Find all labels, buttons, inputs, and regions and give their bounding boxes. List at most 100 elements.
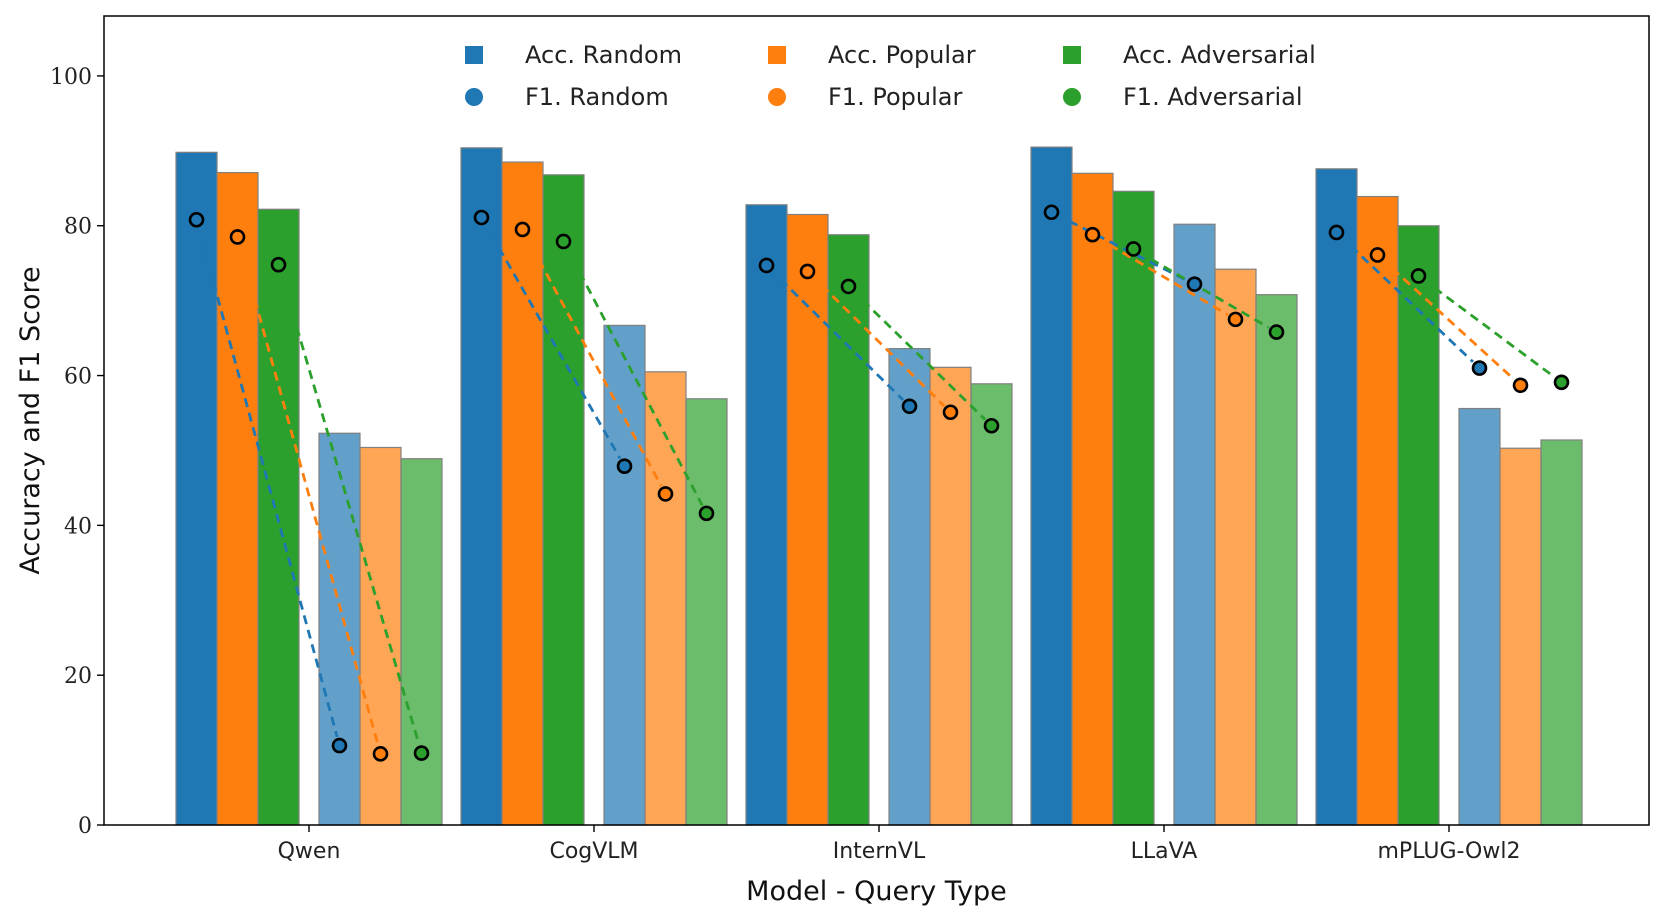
x-axis: Qwen CogVLM InternVL LLaVA mPLUG-Owl2 — [278, 825, 1521, 864]
bar-acc-popular-qwen — [216, 171, 259, 826]
f1-point-f1-random-llava — [1043, 204, 1060, 221]
f1-line-f1-random-qwen — [200, 238, 339, 738]
f1-line-f1-random-cogvlm — [490, 234, 622, 460]
f1-line-f1-popular-internvl — [820, 284, 946, 407]
f1-point-alt-f1-adversarial-qwen — [413, 745, 430, 761]
bar-acc-random-internvl — [745, 204, 788, 826]
bar-alt-acc-adversarial-cogvlm — [685, 398, 728, 826]
x-tick-label-internvl: InternVL — [833, 839, 926, 864]
x-tick-label-cogvlm: CogVLM — [549, 839, 638, 864]
bar-alt-acc-random-internvl — [888, 347, 931, 826]
f1-point-f1-adversarial-mplug-owl2 — [1410, 268, 1427, 284]
f1-point-f1-adversarial-llava — [1125, 241, 1142, 257]
bar-acc-popular-cogvlm — [501, 161, 544, 826]
f1-point-alt-f1-random-internvl — [901, 398, 918, 415]
f1-point-alt-f1-adversarial-mplug-owl2 — [1553, 374, 1570, 391]
legend-label-f1-random: F1. Random — [525, 83, 669, 111]
bar-acc-adversarial-internvl — [827, 234, 870, 826]
f1-point-alt-f1-popular-cogvlm — [657, 486, 674, 502]
bar-alt-acc-popular-llava — [1214, 268, 1257, 826]
bar-acc-adversarial-llava — [1112, 190, 1155, 826]
legend-label-acc-popular: Acc. Popular — [828, 41, 976, 69]
f1-point-alt-f1-popular-internvl — [942, 404, 959, 421]
bar-alt-acc-random-qwen — [318, 432, 361, 826]
f1-line-f1-random-mplug-owl2 — [1350, 245, 1474, 363]
bar-alt-acc-random-mplug-owl2 — [1458, 407, 1501, 826]
bar-acc-popular-llava — [1071, 172, 1114, 826]
f1-line-f1-adversarial-qwen — [282, 283, 421, 745]
f1-point-f1-random-cogvlm — [473, 209, 490, 226]
y-tick-label: 60 — [64, 365, 92, 390]
f1-line-f1-adversarial-llava — [1150, 257, 1270, 329]
f1-line-f1-adversarial-mplug-owl2 — [1433, 286, 1556, 379]
f1-point-f1-random-internvl — [758, 257, 775, 274]
y-axis-title: Accuracy and F1 Score — [15, 266, 46, 574]
legend-marker-f1-popular — [768, 88, 786, 106]
f1-points-layer — [188, 204, 1570, 762]
bar-acc-adversarial-cogvlm — [542, 174, 585, 826]
plot-frame — [103, 15, 1650, 826]
legend: Acc. Random Acc. Popular Acc. Adversarial F… — [465, 41, 1316, 111]
f1-line-f1-popular-llava — [1108, 243, 1229, 316]
f1-lines-layer — [200, 219, 1556, 746]
y-tick-label: 80 — [64, 215, 92, 240]
f1-point-f1-random-mplug-owl2 — [1328, 224, 1345, 241]
f1-point-f1-popular-mplug-owl2 — [1369, 247, 1386, 263]
bar-acc-random-cogvlm — [460, 147, 503, 826]
f1-point-f1-adversarial-cogvlm — [555, 233, 572, 250]
f1-point-f1-adversarial-internvl — [840, 278, 857, 295]
f1-line-f1-random-internvl — [779, 278, 905, 401]
bar-acc-popular-mplug-owl2 — [1356, 195, 1399, 826]
f1-point-f1-popular-internvl — [799, 263, 816, 280]
legend-swatch-acc-random — [465, 46, 483, 64]
bar-alt-acc-adversarial-llava — [1255, 294, 1298, 826]
f1-point-f1-popular-qwen — [229, 229, 246, 245]
f1-point-alt-f1-popular-llava — [1227, 311, 1244, 328]
bar-acc-random-mplug-owl2 — [1315, 168, 1358, 826]
bar-alt-acc-popular-cogvlm — [644, 371, 687, 826]
y-axis: 0 20 40 60 80 100 — [50, 65, 104, 839]
bar-alt-acc-random-llava — [1173, 223, 1216, 826]
f1-line-f1-popular-qwen — [241, 255, 380, 746]
x-tick-label-qwen: Qwen — [278, 839, 341, 864]
f1-line-f1-popular-mplug-owl2 — [1391, 267, 1515, 381]
legend-label-acc-random: Acc. Random — [525, 41, 682, 69]
f1-line-f1-adversarial-cogvlm — [571, 258, 704, 507]
x-tick-label-mplug-owl2: mPLUG-Owl2 — [1378, 839, 1521, 864]
f1-line-f1-adversarial-internvl — [861, 299, 987, 421]
legend-swatch-acc-adversarial — [1063, 46, 1081, 64]
bar-alt-acc-popular-internvl — [929, 366, 972, 826]
bar-alt-acc-random-cogvlm — [603, 324, 646, 826]
bar-alt-acc-adversarial-qwen — [400, 458, 443, 826]
f1-point-f1-popular-cogvlm — [514, 221, 531, 238]
f1-point-alt-f1-random-llava — [1186, 276, 1203, 292]
bar-acc-popular-internvl — [786, 213, 829, 826]
f1-point-f1-popular-llava — [1084, 226, 1101, 243]
f1-point-alt-f1-popular-mplug-owl2 — [1512, 377, 1529, 394]
legend-swatch-acc-popular — [768, 46, 786, 64]
legend-marker-f1-random — [465, 88, 483, 106]
legend-label-f1-popular: F1. Popular — [828, 83, 962, 111]
bar-alt-acc-adversarial-internvl — [970, 383, 1013, 826]
f1-point-alt-f1-adversarial-cogvlm — [698, 505, 715, 522]
bar-alt-acc-popular-qwen — [359, 446, 402, 826]
x-axis-title: Model - Query Type — [746, 876, 1007, 907]
f1-point-alt-f1-popular-qwen — [372, 746, 389, 762]
f1-line-f1-popular-cogvlm — [530, 246, 663, 487]
y-tick-label: 20 — [64, 664, 92, 689]
f1-point-alt-f1-random-cogvlm — [616, 458, 633, 474]
bar-acc-random-qwen — [175, 151, 218, 826]
f1-point-f1-adversarial-qwen — [270, 256, 287, 273]
legend-marker-f1-adversarial — [1063, 88, 1081, 106]
y-tick-label: 40 — [64, 514, 92, 539]
f1-point-alt-f1-random-qwen — [331, 737, 348, 754]
f1-point-f1-random-qwen — [188, 211, 205, 228]
bar-alt-acc-popular-mplug-owl2 — [1499, 447, 1542, 826]
legend-label-acc-adversarial: Acc. Adversarial — [1123, 41, 1316, 69]
bars-layer — [175, 146, 1583, 826]
bar-acc-adversarial-mplug-owl2 — [1397, 225, 1440, 826]
bar-acc-random-llava — [1030, 146, 1073, 826]
legend-label-f1-adversarial: F1. Adversarial — [1123, 83, 1303, 111]
y-tick-label: 0 — [78, 814, 92, 839]
